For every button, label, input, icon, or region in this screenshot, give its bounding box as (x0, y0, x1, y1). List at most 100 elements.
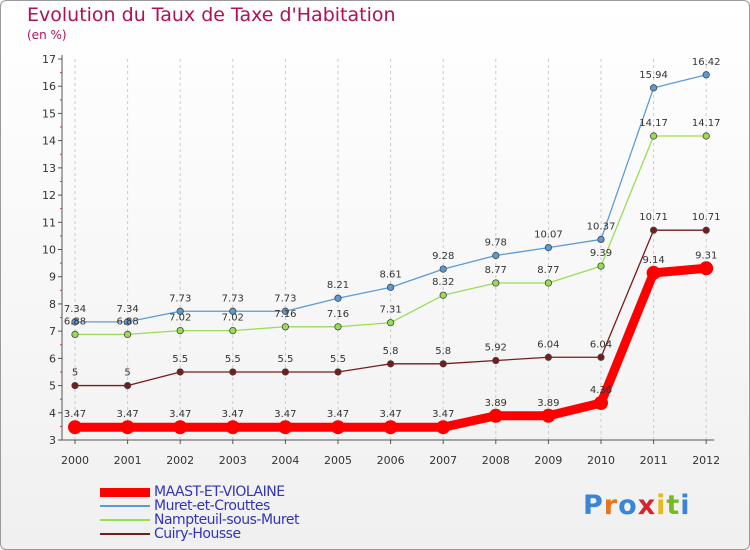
chart-title: Evolution du Taux de Taxe d'Habitation (27, 4, 396, 26)
data-label: 6.04 (537, 339, 559, 350)
legend-item: MAAST-ET-VIOLAINE (100, 485, 299, 499)
y-tick-label: 8 (49, 298, 56, 311)
y-tick-label: 6 (49, 352, 56, 365)
legend-item: Muret-et-Crouttes (100, 499, 299, 513)
x-tick-label: 2006 (377, 454, 405, 467)
legend-swatch (100, 505, 150, 507)
data-label: 3.47 (274, 409, 296, 420)
data-point (702, 71, 710, 79)
data-point (71, 318, 79, 326)
data-point (492, 251, 500, 260)
data-point (120, 420, 135, 435)
data-label: 6.88 (116, 316, 138, 327)
y-tick-label: 17 (42, 53, 56, 66)
data-point (699, 261, 714, 276)
data-point (71, 330, 79, 339)
data-point (386, 283, 395, 291)
data-label: 8.32 (432, 277, 454, 288)
legend-label: MAAST-ET-VIOLAINE (154, 484, 285, 500)
data-point (544, 243, 553, 252)
data-label: 7.16 (327, 309, 349, 320)
y-tick-label: 12 (42, 189, 56, 202)
data-label: 5.5 (330, 354, 346, 365)
data-label: 10.71 (692, 212, 721, 223)
data-label: 9.28 (432, 251, 454, 262)
data-label: 7.16 (274, 309, 296, 320)
legend-swatch (100, 533, 150, 535)
data-label: 9.78 (485, 237, 507, 248)
data-label: 14.17 (639, 118, 668, 129)
y-tick-label: 3 (49, 434, 56, 447)
data-label: 3.47 (169, 409, 191, 420)
chart-subtitle: (en %) (27, 28, 67, 42)
data-point (597, 353, 605, 361)
legend-swatch (100, 487, 150, 497)
legend: MAAST-ET-VIOLAINE Muret-et-Crouttes Nampte… (100, 485, 299, 541)
y-tick-label: 10 (42, 244, 56, 257)
legend-label: Muret-et-Crouttes (154, 498, 270, 514)
data-label: 5 (124, 368, 130, 379)
data-point (334, 294, 342, 302)
logo-letter: i (680, 490, 691, 521)
x-tick-label: 2009 (534, 454, 562, 467)
data-label: 6.88 (64, 316, 86, 327)
legend-swatch (100, 519, 150, 521)
data-label: 7.73 (169, 293, 191, 304)
logo-letter: t (666, 490, 681, 521)
data-point (649, 226, 658, 234)
data-point (597, 235, 605, 244)
logo-letter: o (618, 490, 638, 521)
proxiti-logo: Proxiti (583, 490, 691, 521)
data-label: 3.47 (379, 409, 401, 420)
data-label: 8.77 (537, 265, 559, 276)
data-point (439, 360, 447, 368)
data-label: 3.47 (116, 409, 138, 420)
data-point (331, 420, 345, 435)
y-tick-label: 11 (42, 216, 56, 229)
data-point (594, 395, 608, 410)
data-point (646, 265, 661, 280)
data-point (383, 420, 398, 435)
data-point (702, 132, 710, 140)
data-label: 8.21 (327, 280, 349, 291)
data-label: 5.8 (435, 346, 451, 357)
data-point (334, 368, 342, 376)
data-point (176, 368, 184, 376)
y-tick-label: 4 (49, 407, 56, 420)
data-point (229, 326, 237, 335)
x-tick-label: 2002 (166, 454, 194, 467)
data-point (124, 330, 132, 339)
data-point (702, 226, 710, 234)
y-tick-label: 9 (49, 271, 56, 284)
data-label: 15.94 (639, 70, 668, 81)
data-label: 3.89 (537, 398, 559, 409)
data-label: 10.37 (587, 221, 616, 232)
x-tick-label: 2001 (114, 454, 142, 467)
legend-label: Nampteuil-sous-Muret (154, 512, 299, 528)
data-label: 3.47 (327, 409, 349, 420)
data-point (176, 307, 184, 315)
data-point (649, 132, 658, 140)
data-label: 5.5 (277, 354, 293, 365)
x-tick-label: 2005 (324, 454, 352, 467)
data-point (492, 279, 500, 287)
data-label: 8.77 (485, 265, 507, 276)
data-point (488, 408, 503, 423)
data-label: 9.31 (695, 250, 717, 261)
data-point (439, 291, 447, 299)
data-label: 16.42 (692, 57, 721, 68)
data-label: 8.61 (379, 269, 401, 280)
logo-letter: P (583, 490, 604, 521)
data-label: 10.07 (534, 230, 563, 241)
data-label: 3.47 (222, 409, 244, 420)
data-point (597, 262, 605, 270)
x-tick-label: 2010 (587, 454, 615, 467)
data-label: 7.31 (379, 305, 401, 316)
data-point (281, 323, 289, 331)
data-point (386, 360, 395, 368)
legend-label: Cuiry-Housse (154, 526, 241, 542)
y-tick-label: 7 (49, 325, 56, 338)
data-label: 3.47 (432, 409, 454, 420)
